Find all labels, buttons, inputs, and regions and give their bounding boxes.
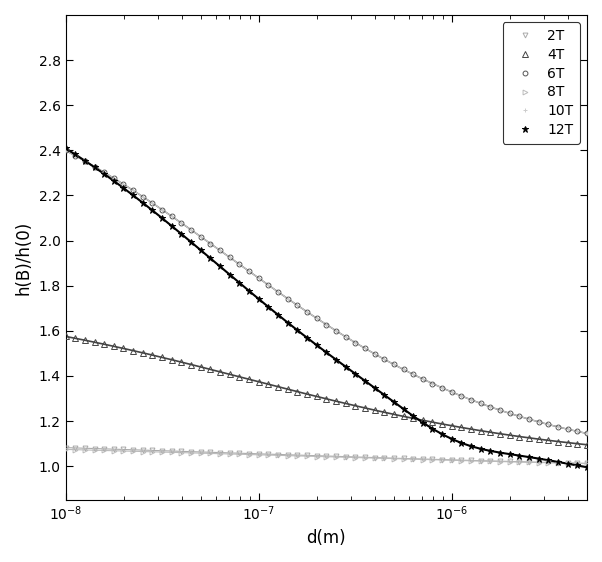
- 6T: [583, 430, 591, 437]
- 8T: [255, 451, 262, 458]
- 12T: [120, 185, 127, 192]
- 12T: [187, 239, 194, 246]
- Line: 4T: 4T: [63, 334, 590, 447]
- 8T: [158, 448, 166, 455]
- 10T: [158, 206, 166, 213]
- 2T: [62, 444, 69, 451]
- 10T: [255, 275, 262, 282]
- 12T: [158, 215, 166, 221]
- 10T: [120, 181, 127, 188]
- 12T: [62, 145, 69, 152]
- 10T: [187, 226, 194, 233]
- 6T: [526, 416, 533, 423]
- 4T: [583, 441, 591, 448]
- 8T: [187, 450, 194, 456]
- 4T: [120, 345, 127, 352]
- 8T: [583, 460, 591, 467]
- 6T: [158, 206, 166, 213]
- 8T: [62, 446, 69, 453]
- 6T: [574, 428, 581, 435]
- 6T: [255, 275, 262, 282]
- Line: 6T: 6T: [63, 148, 589, 436]
- Y-axis label: h(B)/h(0): h(B)/h(0): [15, 220, 33, 294]
- 12T: [255, 296, 262, 302]
- 8T: [526, 459, 533, 466]
- Line: 10T: 10T: [63, 148, 589, 436]
- 2T: [158, 447, 166, 454]
- 4T: [526, 434, 533, 441]
- Legend: 2T, 4T, 6T, 8T, 10T, 12T: 2T, 4T, 6T, 8T, 10T, 12T: [503, 22, 580, 144]
- 6T: [120, 181, 127, 188]
- 10T: [583, 430, 591, 437]
- 10T: [526, 416, 533, 423]
- 8T: [120, 447, 127, 454]
- 4T: [158, 354, 166, 361]
- 12T: [583, 464, 591, 470]
- 10T: [574, 428, 581, 435]
- 2T: [187, 448, 194, 455]
- 2T: [120, 446, 127, 453]
- Line: 12T: 12T: [62, 145, 591, 471]
- 6T: [187, 226, 194, 233]
- 2T: [583, 460, 591, 466]
- Line: 8T: 8T: [63, 447, 589, 466]
- 2T: [526, 459, 533, 465]
- 12T: [574, 462, 581, 469]
- 4T: [187, 361, 194, 368]
- Line: 2T: 2T: [63, 445, 589, 466]
- 12T: [526, 454, 533, 460]
- 4T: [255, 378, 262, 385]
- 6T: [62, 147, 69, 154]
- 2T: [574, 460, 581, 466]
- 8T: [574, 460, 581, 467]
- 4T: [574, 441, 581, 447]
- 2T: [255, 451, 262, 457]
- 4T: [62, 333, 69, 340]
- 10T: [62, 147, 69, 154]
- X-axis label: d(m): d(m): [306, 529, 346, 547]
